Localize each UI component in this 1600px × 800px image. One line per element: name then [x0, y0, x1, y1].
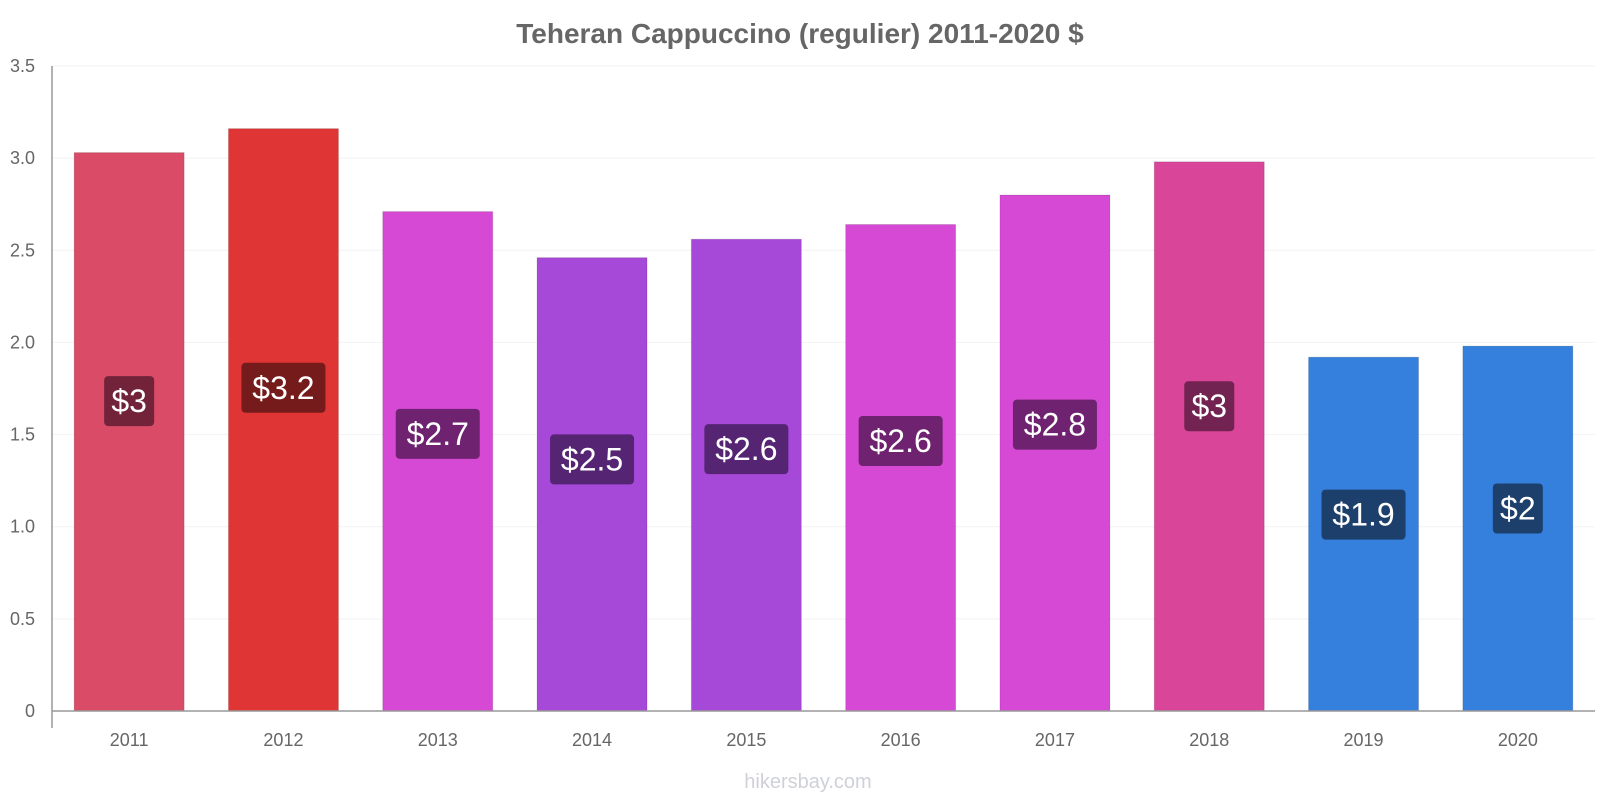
x-tick-label: 2015 [726, 730, 766, 750]
y-tick-label: 0.5 [10, 609, 35, 629]
data-label: $2.6 [870, 423, 932, 459]
y-tick-label: 2.5 [10, 240, 35, 260]
x-tick-label: 2020 [1498, 730, 1538, 750]
x-tick-label: 2014 [572, 730, 612, 750]
data-label-box [104, 376, 155, 427]
y-tick-label: 0 [25, 701, 35, 721]
data-label: $2.8 [1024, 407, 1086, 443]
x-tick-label: 2013 [418, 730, 458, 750]
y-tick-label: 3.0 [10, 148, 35, 168]
y-tick-label: 2.0 [10, 332, 35, 352]
bar-2011 [73, 152, 185, 712]
data-label-box [1184, 381, 1235, 432]
data-label: $3 [111, 383, 147, 419]
bar-2017 [999, 194, 1111, 712]
x-tick-label: 2019 [1344, 730, 1384, 750]
bar-2018 [1153, 161, 1265, 712]
x-tick-label: 2012 [263, 730, 303, 750]
y-tick-label: 1.0 [10, 517, 35, 537]
bar-2012 [227, 128, 339, 712]
data-label: $1.9 [1332, 497, 1394, 533]
y-axis-ticks: 0 0.5 1.0 1.5 2.0 2.5 3.0 3.5 [10, 56, 35, 721]
data-label-box [395, 408, 480, 459]
x-tick-label: 2017 [1035, 730, 1075, 750]
x-tick-label: 2011 [110, 730, 149, 750]
bar-2013 [382, 211, 494, 712]
data-label: $3.2 [252, 370, 314, 406]
x-tick-label: 2018 [1189, 730, 1229, 750]
data-label: $3 [1191, 388, 1227, 424]
x-tick-label: 2016 [881, 730, 921, 750]
bars-group [73, 128, 1574, 712]
bar-2016 [845, 223, 957, 712]
data-label: $2.6 [715, 431, 777, 467]
data-labels-group: $3 $3.2 $2.7 $2.5 $2.6 $2.6 $2.8 $3 $1.9 $2 [104, 362, 1543, 540]
data-label-box [1492, 483, 1543, 534]
data-label: $2.7 [407, 416, 469, 452]
data-label-box [858, 415, 943, 466]
watermark: hikersbay.com [744, 771, 871, 793]
bar-2015 [690, 238, 802, 712]
data-label: $2.5 [561, 441, 623, 477]
data-label-box [1012, 399, 1097, 450]
y-tick-label: 3.5 [10, 56, 35, 76]
data-label-box [241, 362, 326, 413]
x-axis-ticks: 2011 2012 2013 2014 2015 2016 2017 2018 2019 2020 [110, 730, 1538, 750]
data-label-box [704, 424, 789, 475]
data-label: $2 [1500, 490, 1536, 526]
chart-title: Teheran Cappuccino (regulier) 2011-2020 … [516, 18, 1084, 49]
data-label-box [550, 434, 635, 485]
y-tick-label: 1.5 [10, 425, 35, 445]
data-label-box [1321, 489, 1406, 540]
